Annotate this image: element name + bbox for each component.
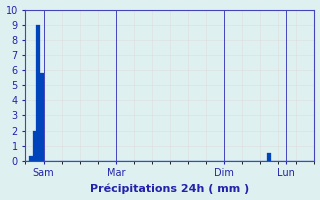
Bar: [36, 25, 40, 161]
Bar: [40, 73, 44, 161]
Bar: [29, 156, 33, 161]
Bar: [268, 153, 271, 161]
X-axis label: Précipitations 24h ( mm ): Précipitations 24h ( mm ): [90, 184, 250, 194]
Bar: [33, 131, 36, 161]
